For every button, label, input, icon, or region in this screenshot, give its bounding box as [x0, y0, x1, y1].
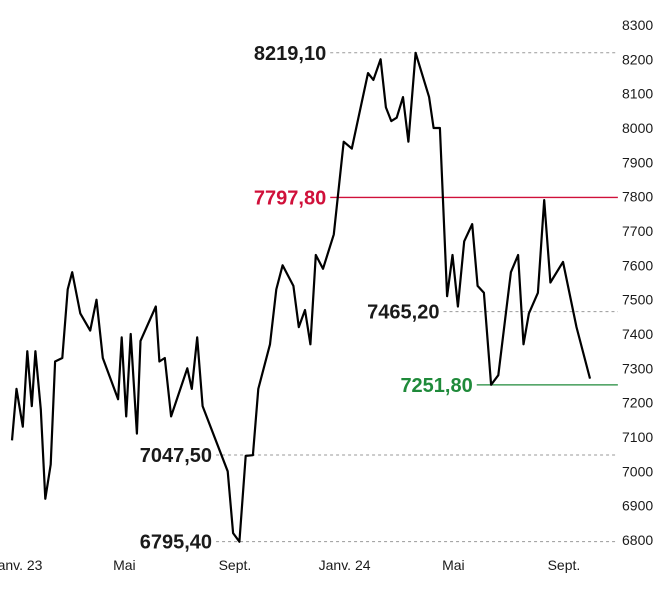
- x-tick-label: Mai: [442, 557, 465, 573]
- y-tick-label: 7300: [622, 360, 653, 376]
- y-tick-label: 7100: [622, 429, 653, 445]
- y-tick-label: 7000: [622, 463, 653, 479]
- x-tick-label: Sept.: [219, 557, 252, 573]
- annotation-label: 6795,40: [140, 532, 212, 554]
- annotation-label: 7797,80: [254, 187, 326, 209]
- y-tick-label: 7200: [622, 395, 653, 411]
- y-tick-label: 6800: [622, 532, 653, 548]
- annotation-label: 7047,50: [140, 445, 212, 467]
- y-tick-label: 7700: [622, 223, 653, 239]
- y-tick-label: 8300: [622, 17, 653, 33]
- x-tick-label: Janv. 23: [0, 557, 43, 573]
- y-tick-label: 7500: [622, 292, 653, 308]
- x-tick-label: Mai: [113, 557, 136, 573]
- x-axis-ticks: Janv. 23 Mai Sept. Janv. 24 Mai Sept.: [0, 557, 580, 573]
- series-group: [10, 51, 592, 543]
- y-tick-label: 8200: [622, 51, 653, 67]
- y-axis-ticks: 8300 8200 8100 8000 7900 7800 7700 7600 7500 7400…: [622, 17, 653, 548]
- annotation-label: 8219,10: [254, 43, 326, 65]
- y-tick-label: 7800: [622, 189, 653, 205]
- annotation-label: 7465,20: [367, 302, 439, 324]
- annotation-labels: 8219,10 7797,80 7465,20 7251,80 7047,50 6795,…: [140, 43, 473, 554]
- annotation-label: 7251,80: [400, 375, 472, 397]
- series-line: [10, 51, 592, 543]
- y-tick-label: 7400: [622, 326, 653, 342]
- x-tick-label: Janv. 24: [319, 557, 371, 573]
- y-tick-label: 8100: [622, 86, 653, 102]
- reference-lines: [216, 52, 618, 543]
- y-tick-label: 6900: [622, 498, 653, 514]
- y-tick-label: 8000: [622, 120, 653, 136]
- x-tick-label: Sept.: [548, 557, 581, 573]
- y-tick-label: 7600: [622, 257, 653, 273]
- y-tick-label: 7900: [622, 154, 653, 170]
